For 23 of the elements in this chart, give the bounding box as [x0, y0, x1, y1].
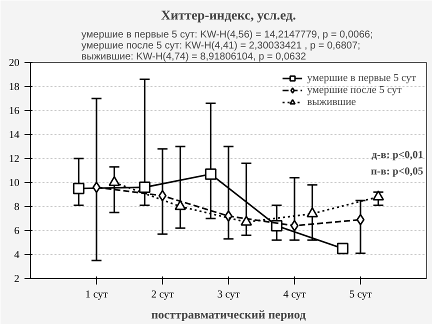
x-tick-label: 1 сут: [85, 290, 108, 300]
y-tick-label: 2: [14, 274, 20, 285]
chart-title: Хиттер-индекс, усл.ед.: [161, 8, 296, 22]
y-tick-label: 10: [8, 178, 20, 189]
y-tick-label: 4: [14, 250, 20, 261]
legend-label: умершие после 5 сут: [307, 84, 402, 96]
y-tick-label: 12: [8, 154, 20, 165]
y-tick-label: 8: [14, 202, 20, 213]
annotation: п-в: p<0,05: [370, 166, 424, 178]
y-tick-label: 18: [8, 82, 20, 93]
annotation: д-в: p<0,01: [372, 150, 424, 161]
x-tick-label: 2 сут: [151, 290, 174, 300]
x-tick-label: 3 сут: [217, 290, 240, 300]
x-tick-label: 5 сут: [349, 290, 372, 300]
chart-subtitle: умершие в первые 5 сут: KW-H(4,56) = 14,2147779, p = 0,0066; умершие после 5 сут: KW-H(4,41) = 2,30033421 , p = 0,6807; выжившие: KW-H(4,74) = 8,91806104, p = 0,0632: [81, 30, 373, 62]
y-tick-label: 14: [8, 130, 20, 141]
legend-label: умершие в первые 5 сут: [307, 72, 416, 84]
legend-label: выжившие: [307, 96, 356, 108]
x-axis-title: посттравматический период: [151, 308, 306, 322]
x-tick-label: 4 сут: [283, 290, 306, 300]
y-tick-label: 20: [8, 58, 20, 69]
y-tick-label: 6: [14, 226, 20, 237]
y-tick-label: 16: [8, 106, 20, 117]
